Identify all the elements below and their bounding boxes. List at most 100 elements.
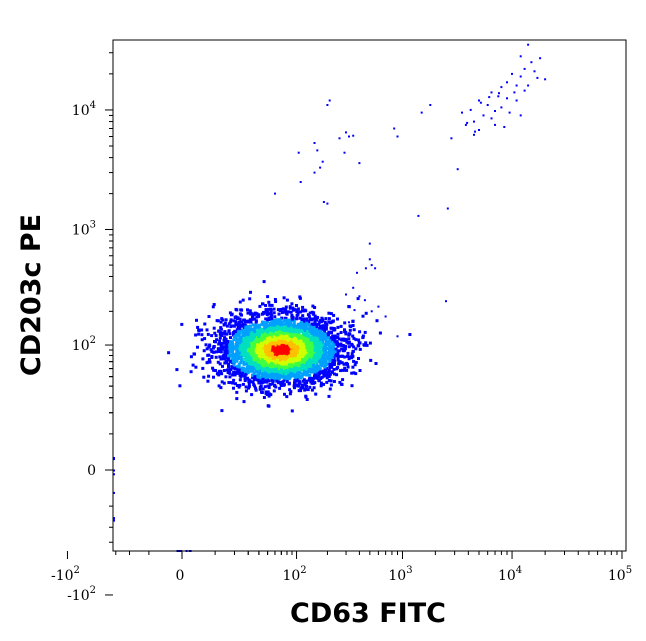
- event-dot: [308, 358, 312, 362]
- event-dot: [354, 372, 358, 376]
- event-dot: [255, 315, 259, 319]
- event-dot: [207, 315, 211, 318]
- event-dot: [223, 321, 227, 325]
- event-dot: [284, 372, 288, 376]
- event-dot: [167, 351, 171, 355]
- event-dot: [284, 377, 288, 381]
- event-dot: [270, 303, 274, 307]
- event-dot: [235, 354, 239, 358]
- event-dot: [290, 317, 294, 321]
- event-dot: [247, 378, 251, 382]
- event-dot: [240, 366, 244, 370]
- event-dot: [202, 375, 206, 379]
- event-dot: [315, 332, 319, 336]
- event-dot: [235, 308, 239, 312]
- event-dot: [255, 367, 259, 371]
- event-dot: [274, 192, 276, 195]
- event-dot: [252, 378, 256, 381]
- event-dot: [259, 381, 263, 384]
- event-dot: [300, 334, 304, 338]
- event-dot: [306, 337, 310, 341]
- event-dot: [297, 355, 300, 359]
- event-dot: [208, 360, 212, 364]
- event-dot: [278, 358, 282, 362]
- event-dot: [212, 375, 215, 379]
- event-dot: [310, 360, 314, 364]
- event-dot: [292, 356, 296, 360]
- event-dot: [320, 351, 324, 355]
- event-dot: [314, 360, 318, 364]
- x-tick-label: -102: [51, 565, 80, 584]
- event-dot: [306, 313, 310, 317]
- event-dot: [229, 354, 233, 358]
- event-dot: [364, 341, 368, 345]
- event-dot: [347, 340, 351, 344]
- event-dot: [287, 329, 291, 333]
- event-dot: [262, 280, 266, 284]
- event-dot: [323, 320, 327, 324]
- event-dot: [246, 333, 250, 337]
- event-dot: [251, 337, 255, 341]
- event-dot: [313, 343, 317, 347]
- event-dot: [312, 376, 316, 380]
- event-dot: [297, 377, 301, 381]
- event-dot: [295, 304, 298, 307]
- event-dot: [479, 101, 482, 104]
- event-dot: [340, 347, 344, 351]
- event-dot: [327, 351, 330, 355]
- event-dot: [235, 371, 239, 375]
- event-dot: [259, 331, 263, 335]
- event-dot: [324, 337, 328, 341]
- event-dot: [277, 365, 281, 369]
- event-dot: [515, 99, 518, 102]
- event-dot: [216, 360, 220, 364]
- event-dot: [219, 369, 223, 373]
- event-dot: [356, 297, 360, 301]
- event-dot: [503, 126, 506, 128]
- event-dot: [222, 381, 226, 385]
- event-dot: [285, 337, 289, 340]
- event-dot: [287, 320, 290, 324]
- event-dot: [276, 308, 280, 312]
- event-dot: [218, 355, 222, 359]
- event-dot: [223, 332, 227, 336]
- event-dot: [357, 341, 361, 345]
- event-dot: [303, 326, 307, 330]
- event-dot: [314, 392, 318, 396]
- event-dot: [215, 338, 219, 342]
- event-dot: [295, 363, 299, 367]
- event-dot: [315, 325, 318, 329]
- event-dot: [345, 131, 347, 134]
- event-dot: [308, 373, 312, 377]
- event-dot: [275, 342, 279, 346]
- event-dot: [319, 362, 323, 366]
- event-dot: [272, 342, 276, 346]
- event-dot: [195, 318, 198, 322]
- event-dot: [282, 296, 286, 300]
- event-dot: [240, 358, 244, 362]
- event-dot: [296, 325, 300, 329]
- event-dot: [319, 330, 323, 334]
- event-dot: [260, 371, 264, 375]
- event-dot: [304, 329, 308, 332]
- event-dot: [196, 345, 199, 349]
- event-dot: [247, 382, 251, 386]
- plot-frame: [112, 39, 627, 552]
- event-dot: [221, 318, 225, 322]
- event-dot: [225, 332, 229, 336]
- event-dot: [278, 330, 282, 334]
- event-dot: [336, 352, 340, 356]
- event-dot: [329, 312, 333, 316]
- event-dot: [274, 357, 278, 361]
- event-dot: [287, 364, 291, 368]
- event-dot: [261, 329, 265, 333]
- event-dot: [298, 316, 302, 320]
- event-dot: [478, 129, 480, 131]
- event-dot: [225, 345, 229, 349]
- event-dot: [278, 321, 282, 325]
- event-dot: [336, 317, 339, 321]
- event-dot: [245, 335, 249, 339]
- event-dot: [536, 76, 539, 79]
- event-dot: [227, 329, 231, 333]
- event-dot: [331, 340, 335, 344]
